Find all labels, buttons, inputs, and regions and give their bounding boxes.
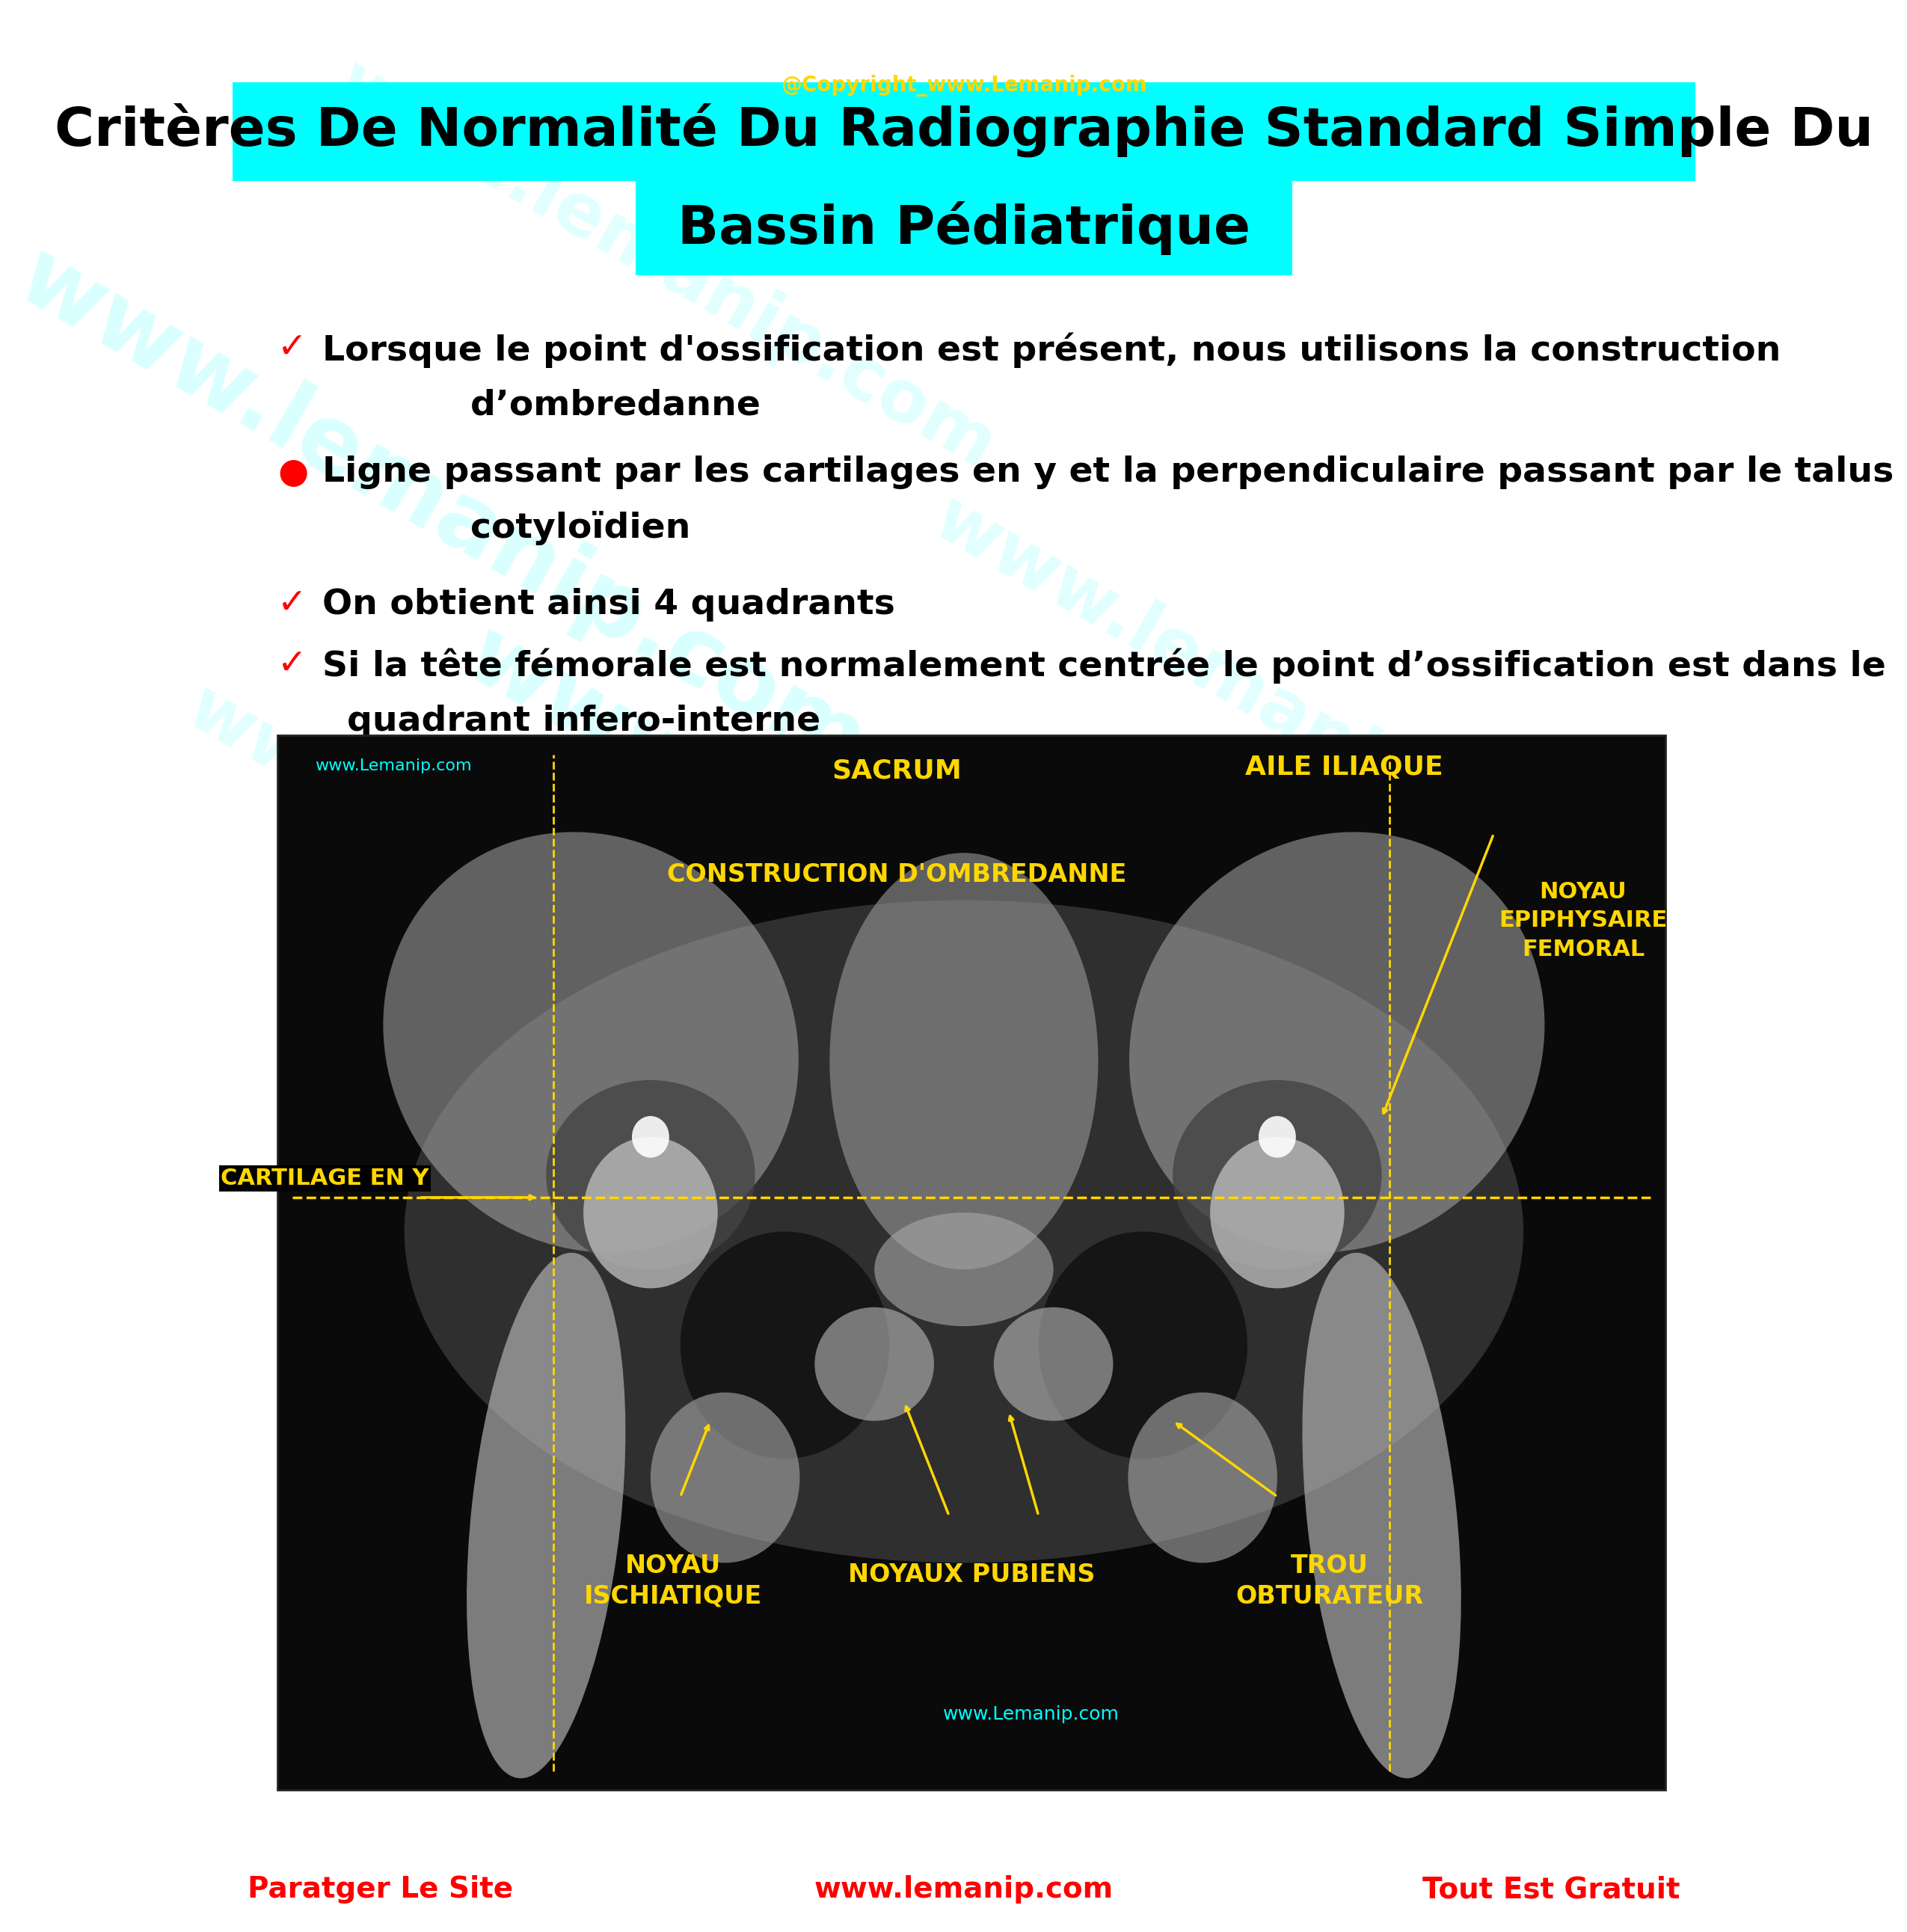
Text: www.lemanip.com: www.lemanip.com: [622, 920, 1306, 1354]
Ellipse shape: [1129, 1393, 1278, 1563]
Text: AILE ILIAQUE: AILE ILIAQUE: [1245, 753, 1444, 781]
Ellipse shape: [545, 1080, 755, 1269]
Text: www.Lemanip.com: www.Lemanip.com: [942, 1706, 1119, 1723]
Text: Tout Est Gratuit: Tout Est Gratuit: [1423, 1876, 1680, 1903]
Text: ✓: ✓: [278, 587, 307, 622]
Text: www.lemanip.com: www.lemanip.com: [748, 989, 1627, 1549]
Text: Lorsque le point d'ossification est présent, nous utilisons la construction
    : Lorsque le point d'ossification est prés…: [322, 332, 1781, 423]
Ellipse shape: [1129, 833, 1545, 1252]
Text: TROU
OBTURATEUR: TROU OBTURATEUR: [1236, 1553, 1423, 1609]
Text: www.lemanip.com: www.lemanip.com: [921, 485, 1604, 920]
Text: www.lemanip.com: www.lemanip.com: [814, 1876, 1114, 1903]
Text: ✓: ✓: [278, 332, 307, 365]
Ellipse shape: [1039, 1231, 1247, 1459]
Ellipse shape: [1259, 1117, 1297, 1157]
Ellipse shape: [875, 1213, 1053, 1325]
Ellipse shape: [383, 833, 799, 1252]
Ellipse shape: [681, 1231, 889, 1459]
Ellipse shape: [467, 1252, 625, 1777]
FancyBboxPatch shape: [635, 178, 1293, 276]
Text: NOYAU
ISCHIATIQUE: NOYAU ISCHIATIQUE: [584, 1553, 763, 1609]
Text: NOYAU
EPIPHYSAIRE
FEMORAL: NOYAU EPIPHYSAIRE FEMORAL: [1499, 881, 1667, 960]
Text: Bassin Pédiatrique: Bassin Pédiatrique: [677, 201, 1251, 255]
Text: Paratger Le Site: Paratger Le Site: [248, 1876, 513, 1903]
Text: CONSTRUCTION D'OMBREDANNE: CONSTRUCTION D'OMBREDANNE: [667, 862, 1127, 887]
Text: Si la tête fémorale est normalement centrée le point d’ossification est dans le
: Si la tête fémorale est normalement cent…: [322, 649, 1886, 738]
Text: @Copyright_www.Lemanip.com: @Copyright_www.Lemanip.com: [780, 75, 1146, 97]
Text: CARTILAGE EN Y: CARTILAGE EN Y: [221, 1167, 429, 1190]
Ellipse shape: [1173, 1080, 1383, 1269]
Text: www.lemanip.com: www.lemanip.com: [450, 611, 1329, 1171]
Text: Critères De Normalité Du Radiographie Standard Simple Du: Critères De Normalité Du Radiographie St…: [55, 102, 1873, 156]
Text: ●: ●: [278, 456, 309, 489]
Ellipse shape: [650, 1393, 799, 1563]
Ellipse shape: [631, 1117, 669, 1157]
Text: www.lemanip.com: www.lemanip.com: [324, 48, 1007, 483]
Text: SACRUM: SACRUM: [831, 757, 961, 784]
Text: www.Lemanip.com: www.Lemanip.com: [315, 757, 471, 773]
FancyBboxPatch shape: [278, 736, 1665, 1791]
Text: NOYAUX PUBIENS: NOYAUX PUBIENS: [849, 1563, 1095, 1588]
Ellipse shape: [814, 1308, 934, 1420]
Text: Ligne passant par les cartilages en y et la perpendiculaire passant par le talus: Ligne passant par les cartilages en y et…: [322, 456, 1894, 545]
Ellipse shape: [404, 900, 1524, 1563]
FancyBboxPatch shape: [233, 83, 1695, 182]
Text: ✓: ✓: [278, 649, 307, 682]
Ellipse shape: [1302, 1252, 1461, 1777]
Ellipse shape: [994, 1308, 1114, 1420]
Text: On obtient ainsi 4 quadrants: On obtient ainsi 4 quadrants: [322, 587, 894, 622]
Ellipse shape: [1211, 1136, 1344, 1289]
Ellipse shape: [584, 1136, 717, 1289]
Text: www.lemanip.com: www.lemanip.com: [175, 674, 858, 1109]
Ellipse shape: [830, 852, 1098, 1269]
Text: www.lemanip.com: www.lemanip.com: [2, 232, 881, 792]
